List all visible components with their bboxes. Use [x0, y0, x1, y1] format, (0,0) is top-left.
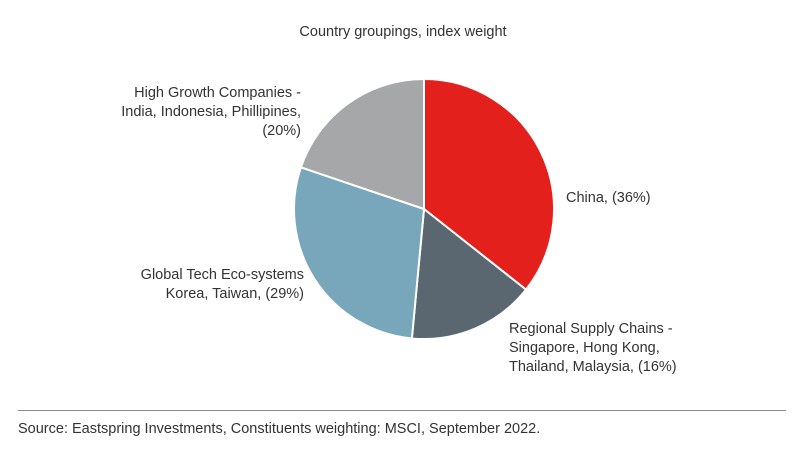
chart-title: Country groupings, index weight: [299, 24, 507, 40]
slice-label-line: India, Indonesia, Phillipines,: [121, 104, 301, 120]
pie-chart: [293, 78, 555, 340]
slice-label-line: China, (36%): [566, 190, 651, 206]
pie-slice-global-tech: [293, 166, 425, 340]
source-note: Source: Eastspring Investments, Constitu…: [18, 421, 541, 437]
footer-divider: [18, 410, 786, 411]
slice-label-high-growth: High Growth Companies - India, Indonesia…: [121, 84, 301, 141]
pie-slice-regional-supply-chains: [410, 208, 527, 340]
slice-label-global-tech: Global Tech Eco-systems Korea, Taiwan, (…: [141, 266, 304, 304]
slice-label-regional-supply-chains: Regional Supply Chains - Singapore, Hong…: [509, 320, 677, 377]
slice-label-line: High Growth Companies -: [134, 85, 301, 101]
slice-label-line: Thailand, Malaysia, (16%): [509, 359, 677, 375]
slice-label-line: (20%): [262, 123, 301, 139]
pie-slice-china: [423, 78, 555, 291]
slice-label-line: Singapore, Hong Kong,: [509, 340, 660, 356]
slice-label-line: Korea, Taiwan, (29%): [165, 286, 304, 302]
slice-label-line: Regional Supply Chains -: [509, 321, 673, 337]
slice-label-china: China, (36%): [566, 189, 651, 208]
slice-label-line: Global Tech Eco-systems: [140, 267, 304, 283]
pie-slice-high-growth: [299, 78, 425, 210]
